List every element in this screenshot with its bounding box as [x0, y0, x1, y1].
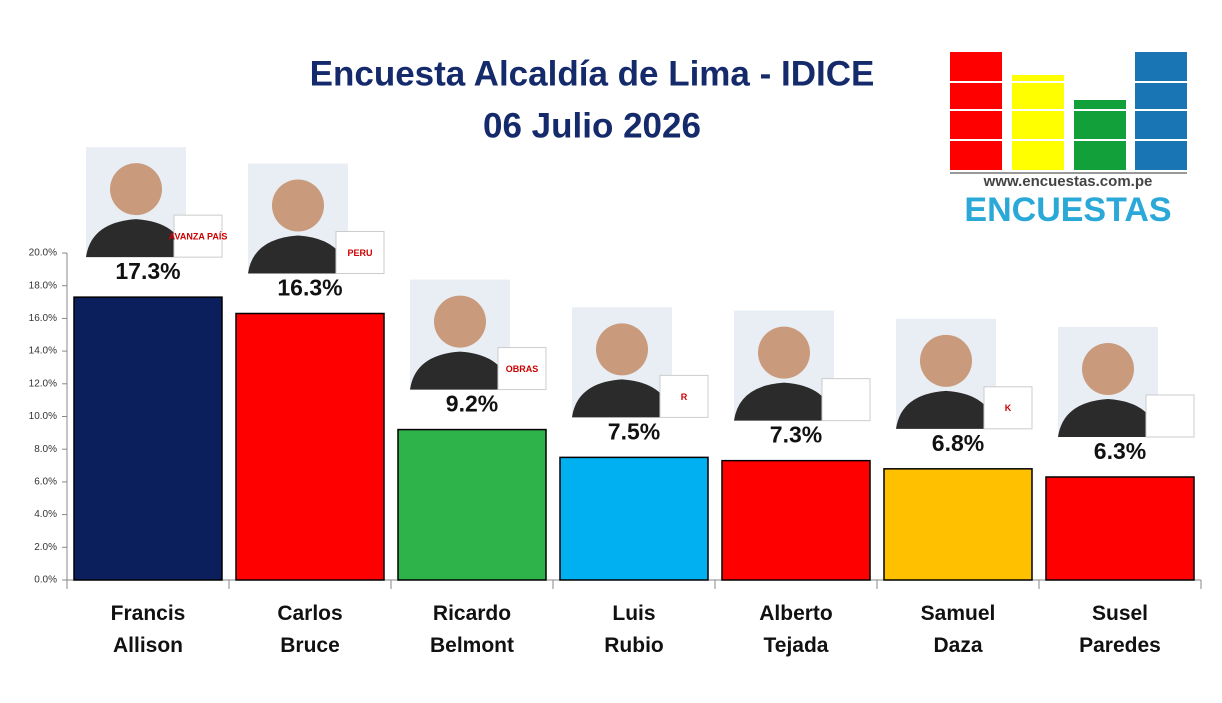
photo-head	[110, 163, 162, 216]
photo-body	[410, 351, 510, 390]
party-logo	[497, 347, 547, 391]
x-tick-line: Luis	[612, 602, 655, 625]
y-tick-label: 18.0%	[29, 280, 57, 291]
y-tick-label: 2.0%	[34, 542, 57, 553]
x-tick-label: Alberto Tejada	[759, 602, 833, 657]
bar	[883, 468, 1033, 581]
party-logo	[1145, 394, 1195, 438]
photo-body	[734, 382, 834, 421]
bar	[73, 296, 223, 581]
x-tick-line: Bruce	[280, 634, 340, 657]
x-tick-line: Francis	[111, 602, 186, 625]
party-logo-text: R	[681, 392, 688, 402]
value-label: 17.3%	[115, 258, 180, 284]
bar	[721, 459, 871, 581]
candidate-photo	[1058, 326, 1195, 438]
y-tick-label: 12.0%	[29, 378, 57, 389]
party-logo-text: AVANZA PAÍS	[169, 232, 228, 242]
chart-title: Encuesta Alcaldía de Lima - IDICE	[310, 54, 875, 93]
photo-head	[434, 295, 486, 348]
value-label: 6.8%	[932, 430, 984, 456]
x-tick-line: Daza	[933, 634, 982, 657]
x-tick-line: Alberto	[759, 602, 833, 625]
party-logo	[173, 214, 223, 258]
party-logo-text: PERU	[347, 248, 372, 258]
party-logo	[659, 374, 709, 418]
value-label: 16.3%	[277, 275, 342, 301]
x-tick-line: Tejada	[764, 634, 829, 657]
photo-head	[272, 179, 324, 232]
photo-body	[896, 390, 996, 429]
party-logo-text: OBRAS	[506, 364, 539, 374]
x-tick-line: Paredes	[1079, 634, 1161, 657]
y-tick-label: 0.0%	[34, 575, 57, 586]
brand-name: ENCUESTAS	[964, 191, 1171, 229]
x-tick-line: Carlos	[277, 602, 342, 625]
logo-bar	[1074, 100, 1126, 170]
candidate-photo: OBRAS	[410, 279, 547, 391]
brand-url: www.encuestas.com.pe	[983, 173, 1153, 190]
photo-body	[1058, 398, 1158, 437]
photo-head	[596, 323, 648, 376]
value-label: 7.5%	[608, 418, 660, 444]
x-tick-line: Allison	[113, 634, 183, 657]
candidate-photo: PERU	[248, 163, 385, 274]
y-tick-label: 16.0%	[29, 313, 57, 324]
candidate-photo: AVANZA PAÍS	[86, 147, 228, 258]
candidate-photo: K	[896, 318, 1033, 430]
candidate-photo: R	[572, 307, 709, 418]
bar	[235, 312, 385, 581]
photo-head	[920, 334, 972, 387]
y-tick-label: 14.0%	[29, 346, 57, 357]
photo-body	[248, 235, 348, 274]
party-logo	[821, 378, 871, 422]
x-tick-label: Ricardo Belmont	[430, 602, 514, 657]
x-tick-line: Rubio	[604, 634, 663, 657]
y-tick-label: 6.0%	[34, 477, 57, 488]
party-logo	[983, 386, 1033, 430]
value-label: 7.3%	[770, 422, 822, 448]
x-tick-label: Carlos Bruce	[277, 602, 342, 657]
y-tick-label: 4.0%	[34, 509, 57, 520]
x-tick-line: Samuel	[921, 602, 996, 625]
x-tick-label: Francis Allison	[111, 602, 186, 657]
bar	[559, 456, 709, 581]
photo-body	[572, 379, 672, 418]
x-tick-label: Luis Rubio	[604, 602, 663, 657]
x-tick-label: Susel Paredes	[1079, 602, 1161, 657]
x-tick-label: Samuel Daza	[921, 602, 996, 657]
x-tick-line: Ricardo	[433, 602, 511, 625]
bar	[1045, 476, 1195, 581]
photo-body	[86, 219, 186, 258]
chart-subtitle: 06 Julio 2026	[483, 106, 701, 145]
candidate-photo	[734, 310, 871, 422]
brand-logo: www.encuestas.com.pe ENCUESTAS	[948, 52, 1190, 229]
y-tick-label: 10.0%	[29, 411, 57, 422]
logo-bar	[1012, 75, 1064, 170]
bar	[397, 428, 547, 581]
x-tick-line: Susel	[1092, 602, 1148, 625]
value-label: 6.3%	[1094, 438, 1146, 464]
logo-stripes	[948, 81, 1190, 141]
y-tick-label: 8.0%	[34, 444, 57, 455]
value-label: 9.2%	[446, 391, 498, 417]
photo-head	[1082, 342, 1134, 395]
party-logo-text: K	[1005, 403, 1012, 413]
y-tick-label: 20.0%	[29, 248, 57, 259]
photo-head	[758, 326, 810, 379]
party-logo	[335, 230, 385, 274]
x-tick-line: Belmont	[430, 634, 514, 657]
